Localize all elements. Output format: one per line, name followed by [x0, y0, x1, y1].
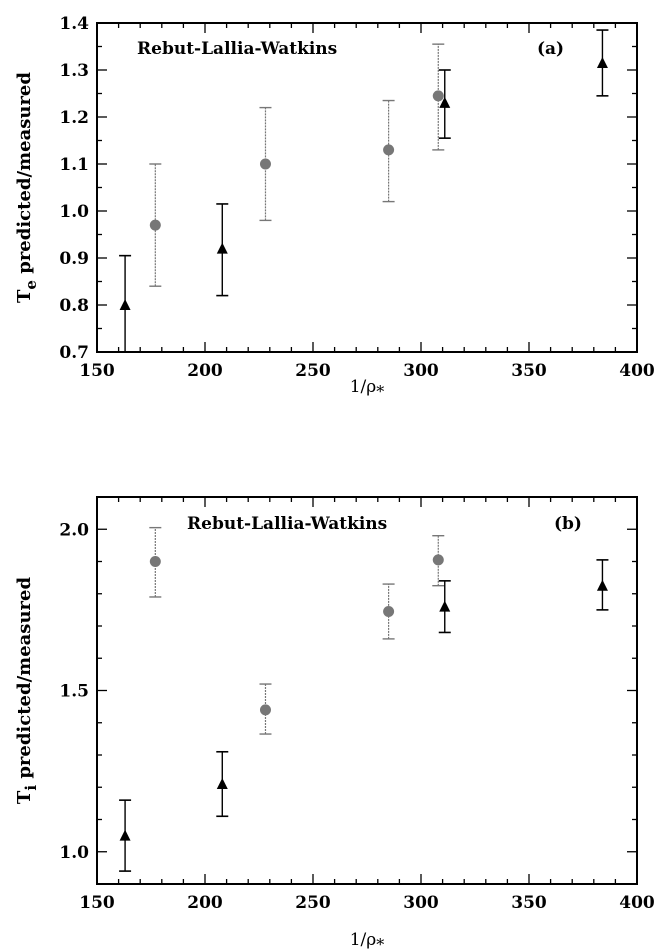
triangle-point: [439, 600, 451, 612]
panel-title: Rebut-Lallia-Watkins: [187, 514, 387, 534]
y-tick-label: 1.4: [59, 14, 89, 34]
y-tick-label: 1.2: [59, 108, 89, 128]
y-tick-label: 1.1: [59, 155, 89, 175]
x-tick-label: 200: [187, 893, 223, 913]
panel-label: (b): [554, 514, 582, 534]
plot-frame: [96, 22, 638, 353]
triangle-point: [439, 96, 451, 108]
x-axis-title: 1/ρ*: [350, 930, 385, 949]
x-tick-label: 250: [295, 893, 331, 913]
circle-point: [259, 704, 271, 716]
x-tick-label: 300: [403, 893, 439, 913]
triangle-point: [596, 579, 608, 591]
y-axis-title: Te predicted/measured: [14, 72, 40, 303]
x-tick-label: 350: [511, 893, 547, 913]
circle-point: [149, 556, 161, 567]
y-tick-label: 1.0: [59, 843, 89, 863]
triangle-point: [596, 56, 608, 68]
x-tick-label: 350: [511, 361, 547, 381]
x-tick-label: 200: [187, 361, 223, 381]
circle-point: [259, 158, 271, 170]
circle-point: [149, 219, 161, 231]
triangle-point: [216, 778, 228, 790]
circle-point: [432, 554, 444, 566]
circle-point: [383, 605, 395, 617]
y-tick-label: 1.0: [59, 202, 89, 222]
y-tick-label: 0.7: [59, 343, 89, 363]
x-tick-label: 250: [295, 361, 331, 381]
plot-frame: [96, 496, 638, 885]
panel-title: Rebut-Lallia-Watkins: [137, 39, 337, 59]
y-axis-title: Ti predicted/measured: [14, 577, 40, 805]
triangle-point: [119, 829, 131, 841]
circle-point: [432, 90, 444, 102]
y-tick-label: 1.3: [59, 61, 89, 81]
y-tick-label: 0.9: [59, 249, 89, 269]
panel-a: 150 200 250 300 350 400 0.7 0.8 0.9 1.0 1.1 1.2 1.3 1…: [14, 14, 655, 401]
panel-label: (a): [537, 39, 564, 59]
triangle-point: [119, 299, 131, 310]
x-tick-label: 400: [619, 893, 655, 913]
circle-point: [383, 144, 395, 156]
y-tick-label: 1.5: [59, 682, 89, 702]
x-tick-label: 300: [403, 361, 439, 381]
x-tick-label: 150: [79, 893, 115, 913]
x-axis-title: 1/ρ*: [350, 377, 385, 401]
x-tick-label: 400: [619, 361, 655, 381]
panel-b: 150 200 250 300 350 400 1.0 1.5 2.0 1/ρ* Ti predic…: [14, 496, 655, 949]
triangle-point: [216, 242, 228, 254]
y-tick-label: 2.0: [59, 520, 89, 540]
x-tick-label: 150: [79, 361, 115, 381]
y-tick-label: 0.8: [59, 296, 89, 316]
